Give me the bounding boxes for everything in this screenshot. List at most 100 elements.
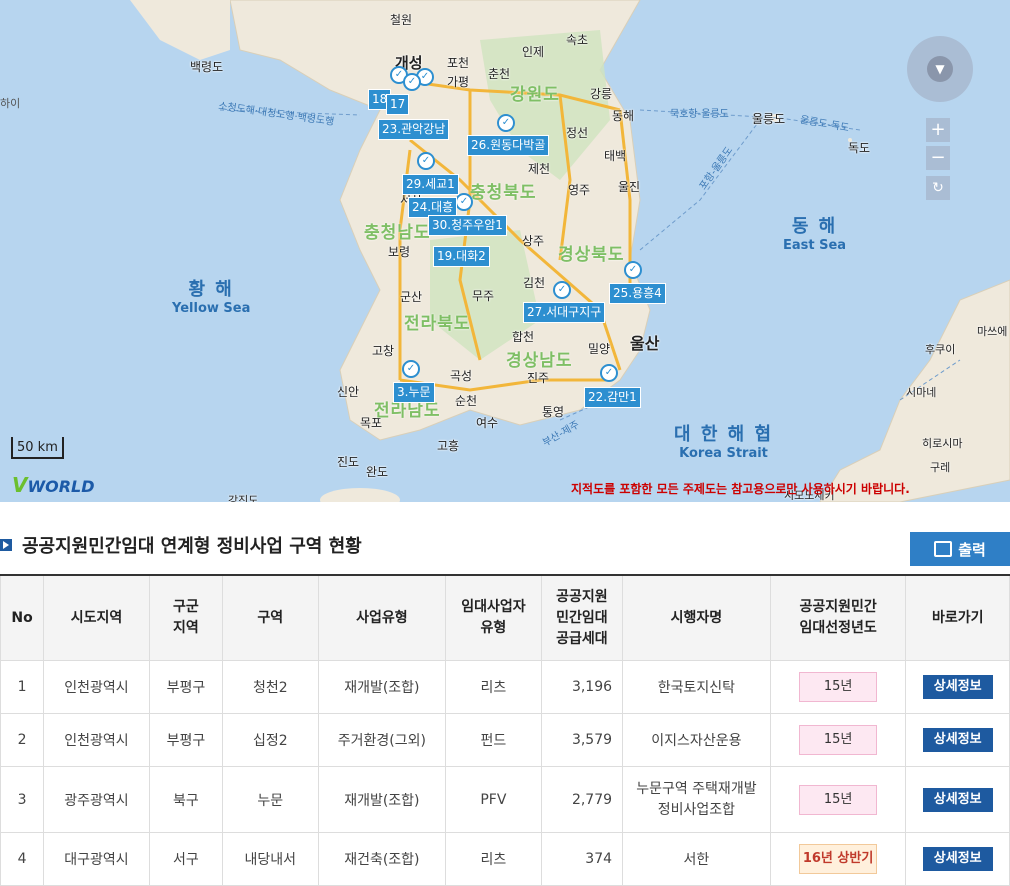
cell-zone: 누문 bbox=[222, 766, 319, 833]
cell-gugun: 부평구 bbox=[148, 660, 224, 714]
cell-biz-type: 주거환경(그외) bbox=[317, 713, 447, 767]
cell-no: 4 bbox=[0, 832, 45, 886]
map-city-label: 김천 bbox=[523, 276, 546, 290]
col-header: 시도지역 bbox=[43, 574, 150, 661]
section-title: 공공지원민간임대 연계형 정비사업 구역 현황 bbox=[22, 536, 362, 557]
cell-sido: 인천광역시 bbox=[43, 713, 150, 767]
map-city-label: 합천 bbox=[512, 330, 535, 344]
map-city-label: 가평 bbox=[447, 75, 470, 89]
print-button[interactable]: 출력 bbox=[910, 532, 1010, 566]
cell-year: 16년 상반기 bbox=[769, 832, 907, 886]
sea-route-label: 하이 bbox=[0, 97, 21, 110]
map-city-label: 백령도 bbox=[190, 60, 224, 74]
year-badge: 15년 bbox=[799, 725, 878, 755]
map-marker[interactable]: 25.용흥4 bbox=[609, 283, 666, 304]
cell-biz-type: 재개발(조합) bbox=[317, 766, 447, 833]
map-marker[interactable]: 29.세교1 bbox=[402, 174, 459, 195]
cell-year: 15년 bbox=[769, 660, 907, 714]
map-pin-icon[interactable]: ✓ bbox=[553, 281, 571, 299]
map-city-label: 제천 bbox=[528, 162, 551, 176]
cell-zone: 내당내서 bbox=[222, 832, 319, 886]
map-city-label: 울릉도 bbox=[752, 112, 786, 126]
compass-icon[interactable]: ▼ bbox=[927, 56, 953, 82]
map-city-label: 밀양 bbox=[588, 342, 611, 356]
cell-units: 2,779 bbox=[540, 766, 624, 833]
map-city-label: 진도 bbox=[337, 455, 360, 469]
map-city-label: 여수 bbox=[476, 416, 499, 430]
print-label: 출력 bbox=[958, 540, 986, 559]
map-scale-bar: 50 km bbox=[11, 437, 64, 459]
reset-view-button[interactable]: ↻ bbox=[926, 176, 950, 200]
map-city-label: 곡성 bbox=[450, 369, 473, 383]
map-city-label: 포천 bbox=[447, 56, 470, 70]
col-header: No bbox=[0, 574, 45, 661]
map-marker[interactable]: 19.대화2 bbox=[433, 246, 490, 267]
map-city-label: 고창 bbox=[372, 344, 395, 358]
map-pin-icon[interactable]: ✓ bbox=[402, 360, 420, 378]
cell-operator: 누문구역 주택재개발 정비사업조합 bbox=[622, 766, 771, 833]
map-marker[interactable]: 17 bbox=[386, 94, 410, 115]
map-marker[interactable]: 22.감만1 bbox=[584, 387, 641, 408]
map-city-label: 동해 bbox=[612, 109, 635, 123]
cell-lessor-type: 리츠 bbox=[445, 660, 542, 714]
map-marker[interactable]: 27.서대구지구 bbox=[523, 302, 606, 323]
cell-year: 15년 bbox=[769, 766, 907, 833]
cell-sido: 대구광역시 bbox=[43, 832, 150, 886]
map-pin-icon[interactable]: ✓ bbox=[497, 114, 515, 132]
table-row: 1 인천광역시 부평구 청천2 재개발(조합) 리츠 3,196 한국토지신탁 … bbox=[0, 660, 1010, 714]
map-city-label: 순천 bbox=[455, 394, 478, 408]
table-header-row: No 시도지역 구군 지역 구역 사업유형 임대사업자 유형 공공지원 민간임대… bbox=[0, 574, 1010, 661]
map-marker[interactable]: 23.관악강남 bbox=[378, 119, 450, 140]
sea-label: 황 해 Yellow Sea bbox=[172, 279, 251, 316]
detail-button[interactable]: 상세정보 bbox=[922, 675, 993, 699]
sea-label: 대 한 해 협 Korea Strait bbox=[674, 424, 774, 461]
map-pan-control[interactable]: ▼ bbox=[907, 36, 973, 102]
vworld-logo: VWORLD bbox=[12, 473, 95, 497]
cell-link: 상세정보 bbox=[905, 766, 1010, 833]
map-marker[interactable]: 26.원동다박골 bbox=[467, 135, 550, 156]
cell-sido: 인천광역시 bbox=[43, 660, 150, 714]
map-city-label: 태백 bbox=[604, 149, 627, 163]
cell-link: 상세정보 bbox=[905, 832, 1010, 886]
section-header: 공공지원민간임대 연계형 정비사업 구역 현황 출력 bbox=[0, 502, 1010, 574]
map-pin-icon[interactable]: ✓ bbox=[455, 193, 473, 211]
map-region-label: 경상북도 bbox=[558, 245, 625, 265]
cell-zone: 청천2 bbox=[222, 660, 319, 714]
map-pin-icon[interactable]: ✓ bbox=[600, 364, 618, 382]
zoom-in-button[interactable]: + bbox=[926, 118, 950, 142]
cell-units: 374 bbox=[540, 832, 624, 886]
detail-button[interactable]: 상세정보 bbox=[922, 728, 993, 752]
map-region-label: 경상남도 bbox=[506, 351, 573, 371]
cell-biz-type: 재개발(조합) bbox=[317, 660, 447, 714]
map-pin-icon[interactable]: ✓ bbox=[417, 152, 435, 170]
map-pin-icon[interactable]: ✓ bbox=[403, 73, 421, 91]
map-marker[interactable]: 30.청주우암1 bbox=[428, 215, 507, 236]
detail-button[interactable]: 상세정보 bbox=[922, 847, 993, 871]
map-notice: 지적도를 포함한 모든 주제도는 참고용으로만 사용하시기 바랍니다. bbox=[571, 482, 910, 496]
map-view[interactable]: 철원 개성 포천 인제 속초 가평 춘천 백령도 강릉 동해 정선 태백 울진 … bbox=[0, 0, 1010, 502]
cell-link: 상세정보 bbox=[905, 713, 1010, 767]
cell-gugun: 부평구 bbox=[148, 713, 224, 767]
map-city-label: 정선 bbox=[566, 126, 589, 140]
cell-operator: 한국토지신탁 bbox=[622, 660, 771, 714]
map-city-label: 구레 bbox=[930, 461, 951, 474]
cell-no: 3 bbox=[0, 766, 45, 833]
map-marker[interactable]: 3.누문 bbox=[393, 382, 435, 403]
year-badge: 16년 상반기 bbox=[799, 844, 878, 874]
zoom-out-button[interactable]: − bbox=[926, 146, 950, 170]
map-pin-icon[interactable]: ✓ bbox=[624, 261, 642, 279]
map-city-label: 울산 bbox=[630, 334, 660, 353]
cell-units: 3,196 bbox=[540, 660, 624, 714]
sea-label: 동 해 East Sea bbox=[783, 216, 847, 253]
detail-button[interactable]: 상세정보 bbox=[922, 787, 993, 812]
cell-units: 3,579 bbox=[540, 713, 624, 767]
map-city-label: 군산 bbox=[400, 290, 423, 304]
cell-gugun: 서구 bbox=[148, 832, 224, 886]
map-marker[interactable]: 18 bbox=[368, 89, 392, 110]
map-region-label: 전라북도 bbox=[404, 314, 471, 334]
table-row: 4 대구광역시 서구 내당내서 재건축(조합) 리츠 374 서한 16년 상반… bbox=[0, 832, 1010, 886]
map-city-label: 완도 bbox=[366, 465, 389, 479]
sea-route-label: 묵호항-울릉도 bbox=[670, 109, 729, 120]
table-row: 2 인천광역시 부평구 십정2 주거환경(그외) 펀드 3,579 이지스자산운… bbox=[0, 713, 1010, 767]
cell-gugun: 북구 bbox=[148, 766, 224, 833]
